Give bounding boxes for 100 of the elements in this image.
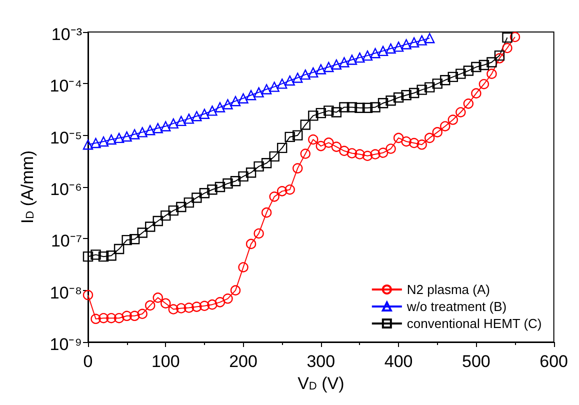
point — [106, 134, 116, 145]
point — [222, 178, 233, 189]
point — [300, 120, 310, 130]
point — [98, 251, 109, 262]
point — [308, 110, 318, 121]
point — [246, 238, 256, 250]
point — [346, 148, 358, 158]
point — [502, 32, 512, 43]
point — [339, 102, 350, 112]
x-tick-label: 600 — [540, 352, 568, 372]
point — [184, 197, 194, 208]
point — [238, 262, 248, 272]
point — [386, 144, 396, 154]
point — [478, 79, 490, 90]
point — [261, 207, 272, 218]
point — [378, 98, 388, 108]
point — [160, 210, 171, 221]
point — [316, 108, 326, 118]
point — [222, 99, 233, 110]
point — [478, 60, 490, 70]
point — [456, 107, 466, 118]
point — [324, 138, 334, 148]
point — [254, 87, 264, 98]
point — [276, 142, 288, 154]
point — [246, 90, 256, 100]
point — [346, 54, 358, 65]
point — [354, 52, 365, 63]
point — [199, 188, 210, 198]
point — [214, 182, 226, 192]
point — [386, 96, 396, 106]
point — [386, 43, 396, 54]
point — [168, 118, 178, 129]
point — [378, 46, 388, 56]
point — [393, 42, 404, 52]
point — [192, 192, 202, 203]
point — [222, 294, 233, 304]
point — [238, 171, 248, 182]
point — [331, 59, 342, 70]
y-tick-label: 10⁻⁴ — [50, 76, 82, 96]
point — [456, 68, 466, 79]
legend-label: conventional HEMT (C) — [406, 316, 542, 331]
x-tick-label: 0 — [83, 352, 93, 372]
point — [276, 78, 288, 89]
point — [284, 75, 295, 86]
point — [502, 42, 512, 54]
point — [137, 127, 148, 138]
point — [378, 148, 388, 158]
point — [432, 127, 442, 138]
point — [316, 64, 326, 74]
point — [168, 304, 178, 314]
point — [106, 313, 116, 324]
point — [199, 300, 210, 311]
point — [137, 228, 148, 238]
legend-label: N2 plasma (A) — [406, 282, 490, 297]
point — [98, 136, 109, 147]
point — [230, 96, 241, 106]
point — [440, 75, 450, 86]
point — [471, 62, 482, 72]
point — [82, 290, 94, 300]
point — [339, 146, 350, 156]
point — [292, 163, 303, 174]
y-tick-label: 10⁻³ — [51, 25, 82, 44]
legend-label: w/o treatment (B) — [406, 299, 507, 314]
point — [463, 66, 474, 76]
point — [401, 39, 412, 50]
point — [284, 132, 295, 142]
point — [152, 123, 163, 134]
point — [98, 313, 109, 324]
x-axis-title: VD (V) — [298, 374, 344, 393]
point — [230, 285, 241, 296]
point — [408, 138, 420, 148]
point — [494, 50, 505, 61]
point — [424, 132, 435, 144]
point — [416, 84, 427, 95]
point — [160, 121, 171, 132]
point — [207, 184, 218, 195]
point — [269, 192, 280, 202]
point — [308, 67, 318, 78]
y-axis-title: ID (A/mm) — [18, 150, 37, 224]
point — [176, 116, 186, 126]
point — [370, 149, 380, 160]
point — [362, 50, 373, 61]
point — [300, 69, 310, 80]
point — [184, 302, 194, 313]
point — [214, 102, 226, 112]
x-tick-label: 500 — [462, 352, 490, 372]
point — [168, 205, 178, 216]
point — [238, 93, 248, 104]
point — [331, 107, 342, 118]
point — [114, 244, 124, 254]
point — [308, 134, 318, 145]
point — [114, 132, 124, 144]
point — [82, 251, 94, 262]
point — [176, 202, 186, 212]
x-tick-label: 100 — [151, 352, 180, 372]
point — [269, 151, 280, 162]
point — [448, 114, 458, 125]
point — [199, 108, 210, 119]
point — [324, 62, 334, 72]
point — [137, 308, 148, 319]
